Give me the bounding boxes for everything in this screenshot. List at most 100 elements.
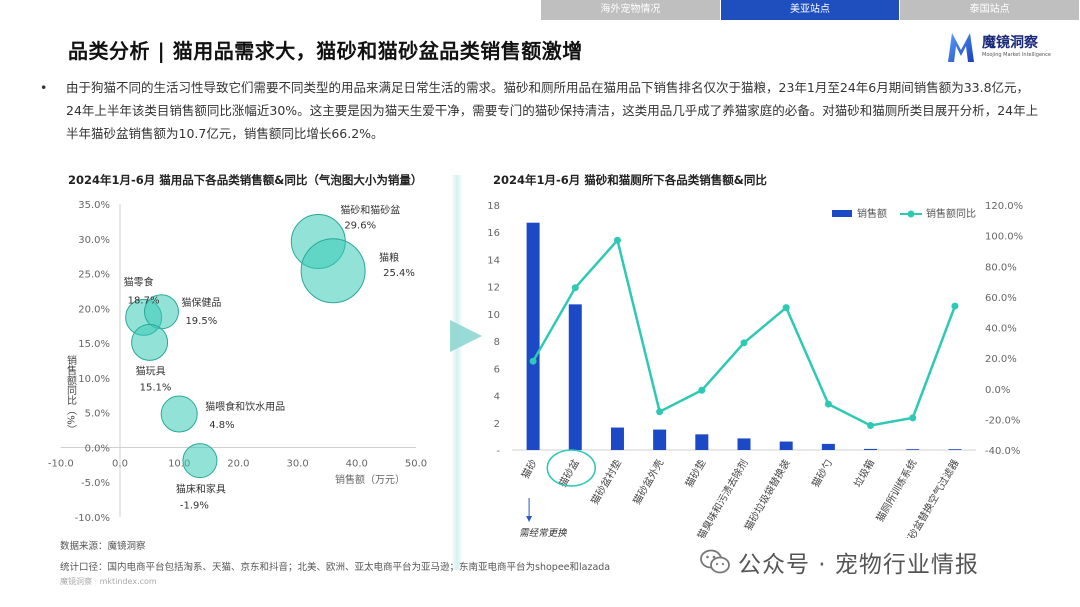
bubble-value-label: 18.7% <box>128 295 160 306</box>
line-point <box>529 357 537 365</box>
watermark-text: 公众号 · 宠物行业情报 <box>738 552 979 578</box>
bubble-name-label: 猫床和家具 <box>176 483 226 496</box>
x-tick-label: 30.0 <box>286 458 308 469</box>
y-tick-label: 25.0% <box>78 270 110 281</box>
bubble-value-label: 15.1% <box>140 382 172 393</box>
x-tick-label: -10.0 <box>48 458 74 469</box>
intro-paragraph: • 由于狗猫不同的生活习性导致它们需要不同类型的用品来满足日常生活的需求。猫砂和… <box>40 76 1040 145</box>
left-tick-label: 2 <box>494 419 500 430</box>
data-source: 数据来源：魔镜洞察 <box>60 541 146 552</box>
left-tick-label: 14 <box>487 255 500 266</box>
bubble-value-label: 4.8% <box>209 420 234 431</box>
bubble <box>160 395 198 433</box>
footer-site: 魔镜洞察 · mktindex.com <box>60 577 157 586</box>
bar <box>526 222 540 450</box>
line-point <box>824 400 832 408</box>
x-tick-label: 50.0 <box>405 458 427 469</box>
highlight-ellipse <box>546 449 597 487</box>
left-tick-label: 10 <box>487 310 500 321</box>
y-tick-label: 35.0% <box>78 200 110 211</box>
logo-m-icon <box>948 33 974 62</box>
left-tick-label: 12 <box>487 283 500 294</box>
left-tick-label: 16 <box>487 228 500 239</box>
line-point <box>613 236 621 244</box>
y-tick-label: 0.0% <box>85 443 110 454</box>
category-label: 猫砂盆外壳 <box>630 457 666 507</box>
bubble-name-label: 猫玩具 <box>136 364 166 377</box>
left-tick-label: 8 <box>494 337 500 348</box>
line-point <box>909 414 917 422</box>
legend-bar-label: 销售额 <box>857 207 887 220</box>
x-axis-label: 销售额（万元） <box>335 473 405 486</box>
bubble-value-label: 19.5% <box>185 316 217 327</box>
page-title: 品类分析 | 猫用品需求大，猫砂和猫砂盆品类销售额激增 <box>68 39 583 63</box>
line-point <box>951 302 959 310</box>
bar <box>821 443 835 450</box>
line-point <box>656 408 664 416</box>
bubble-name-label: 猫保健品 <box>181 296 221 309</box>
bubble <box>300 238 366 304</box>
right-tick-label: 120.0% <box>985 201 1023 212</box>
bubble-value-label: 25.4% <box>383 268 415 279</box>
category-label: 猫砂盆衬垫 <box>588 457 624 507</box>
bubble-name-label: 猫零食 <box>124 275 154 288</box>
y-tick-label: 15.0% <box>78 339 110 350</box>
right-tick-label: 80.0% <box>985 262 1017 273</box>
tab-thailand[interactable]: 泰国站点 <box>900 0 1080 20</box>
y-tick-label: 20.0% <box>78 304 110 315</box>
category-label: 猫砂 <box>518 457 539 481</box>
logo-subtitle: Moojing Market Intelligence <box>982 52 1052 58</box>
bar <box>568 304 582 450</box>
line-point <box>782 304 790 312</box>
annotation-arrow-head <box>526 516 533 522</box>
left-tick-label: 4 <box>494 392 500 403</box>
bubble-name-label: 猫砂和猫砂盆 <box>340 204 400 217</box>
y-tick-label: 5.0% <box>85 409 110 420</box>
right-tick-label: 60.0% <box>985 293 1017 304</box>
wechat-icon <box>700 549 730 574</box>
intro-text: 由于狗猫不同的生活习性导致它们需要不同类型的用品来满足日常生活的需求。猫砂和厕所… <box>66 80 1039 141</box>
line-point <box>571 284 579 292</box>
bar <box>948 449 962 450</box>
line-point <box>698 386 706 394</box>
left-tick-label: 6 <box>494 364 500 375</box>
tab-overseas-pets[interactable]: 海外宠物情况 <box>541 0 720 20</box>
left-tick-label: - <box>496 446 500 457</box>
bubble-value-label: 29.6% <box>344 221 376 232</box>
right-tick-label: -20.0% <box>985 415 1020 426</box>
bullet: • <box>40 80 48 95</box>
right-tick-label: 40.0% <box>985 324 1017 335</box>
bubble <box>131 323 169 361</box>
combo-chart: 18 16 14 12 10 8 6 4 2 - 120.0% 100.0% 80.0% 60.0% 40.… <box>487 201 1023 538</box>
category-label: 猫砂垃圾袋替换装 <box>742 457 793 533</box>
x-tick-label: 40.0 <box>346 458 368 469</box>
line-point <box>740 339 748 347</box>
tab-us-amazon[interactable]: 美亚站点 <box>720 0 900 20</box>
legend-line-dot <box>907 210 915 218</box>
yoy-line <box>532 237 957 427</box>
bar <box>864 448 878 450</box>
bar <box>653 429 667 450</box>
bubble-chart-title: 2024年1月-6月 猫用品下各品类销售额&同比（气泡图大小为销量） <box>68 173 423 187</box>
bubble-value-label: -1.9% <box>180 501 209 512</box>
right-tick-label: 0.0% <box>985 385 1010 396</box>
brand-logo: 魔镜洞察 Moojing Market Intelligence <box>946 30 1051 64</box>
annotation-text: 需经常更换 <box>519 528 567 538</box>
bubble-chart: 35.0% 30.0% 25.0% 20.0% 15.0% 10.0% 5.0% 0.0% -5… <box>48 200 427 524</box>
y-axis-label: 销售额同比（%） <box>65 354 77 435</box>
legend-bar-swatch <box>832 210 852 217</box>
bar <box>737 438 751 450</box>
right-tick-label: 100.0% <box>985 232 1023 243</box>
x-tick-label: 10.0 <box>168 458 190 469</box>
category-label: 猫砂勺 <box>809 457 835 489</box>
bar <box>906 449 920 450</box>
y-tick-label: -10.0% <box>75 513 110 524</box>
legend-line-label: 销售额同比 <box>926 207 976 220</box>
bar-chart-title: 2024年1月-6月 猫砂和猫厕所下各品类销售额&同比 <box>493 173 767 187</box>
y-tick-label: 10.0% <box>78 374 110 385</box>
category-label: 猫厕所训练系统 <box>873 457 919 524</box>
y-tick-label: 30.0% <box>78 235 110 246</box>
watermark: 公众号 · 宠物行业情报 <box>700 545 979 579</box>
divider-band <box>451 175 463 570</box>
right-tick-label: -40.0% <box>985 446 1020 457</box>
